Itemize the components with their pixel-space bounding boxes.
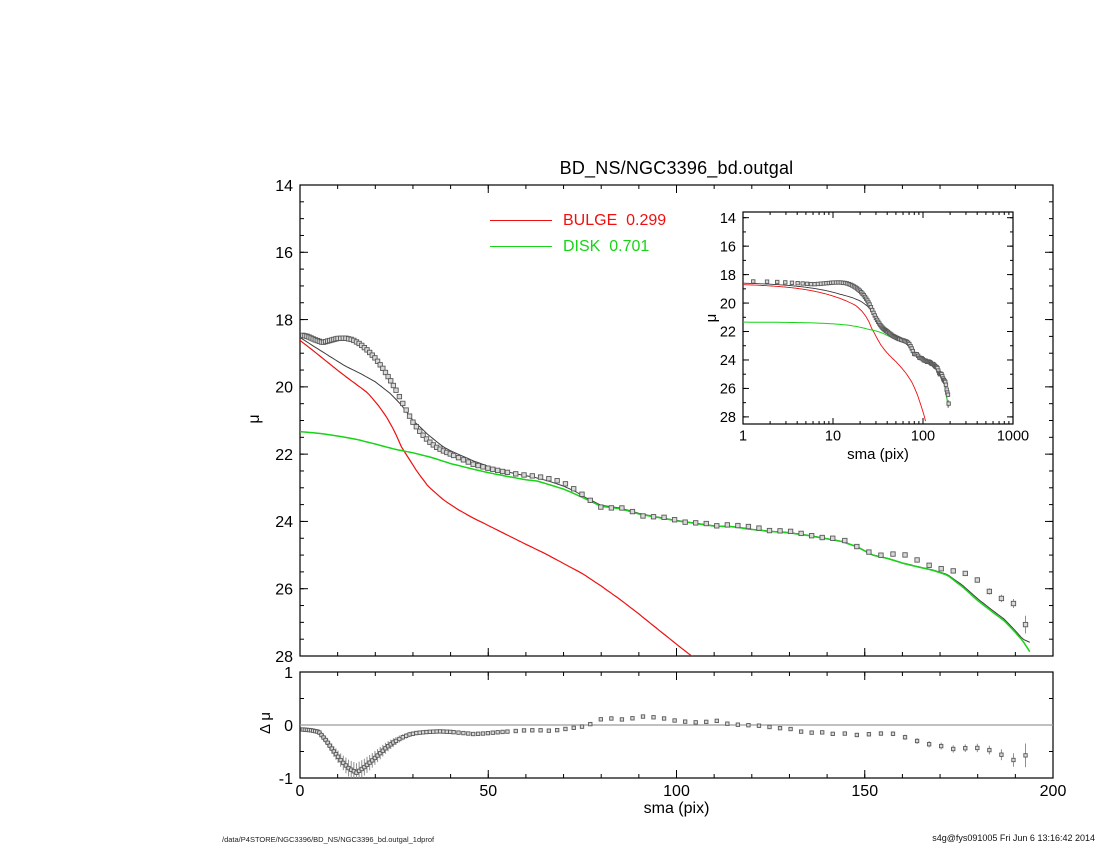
main-series xyxy=(300,332,1031,656)
svg-text:1: 1 xyxy=(284,665,293,682)
svg-text:24: 24 xyxy=(720,353,736,369)
svg-text:18: 18 xyxy=(720,268,736,284)
svg-text:20: 20 xyxy=(720,296,736,312)
svg-text:100: 100 xyxy=(663,783,690,800)
svg-text:10: 10 xyxy=(825,429,841,445)
inset-x-axis-title: sma (pix) xyxy=(847,446,909,463)
main-y-axis-title: μ xyxy=(246,414,263,424)
svg-text:1: 1 xyxy=(739,429,747,445)
svg-text:0: 0 xyxy=(284,718,293,735)
svg-text:1000: 1000 xyxy=(997,429,1029,445)
svg-text:16: 16 xyxy=(275,245,293,262)
svg-text:26: 26 xyxy=(275,581,293,598)
svg-text:22: 22 xyxy=(720,325,736,341)
svg-text:200: 200 xyxy=(1040,783,1067,800)
svg-text:14: 14 xyxy=(275,178,293,195)
svg-text:26: 26 xyxy=(720,382,736,398)
svg-text:20: 20 xyxy=(275,380,293,397)
page-title: BD_NS/NGC3396_bd.outgal xyxy=(559,158,794,178)
svg-text:24: 24 xyxy=(275,514,293,531)
footer-user-timestamp: s4g@fys091005 Fri Jun 6 13:16:42 2014 xyxy=(932,833,1095,843)
svg-text:16: 16 xyxy=(720,239,736,255)
svg-text:28: 28 xyxy=(275,649,293,666)
main-axes: 14 16 18 20 22 24 26 28 xyxy=(275,178,1054,666)
svg-text:22: 22 xyxy=(275,447,293,464)
footer-file-path: /data/P4STORE/NGC3396/BD_NS/NGC3396_bd.o… xyxy=(222,835,435,844)
svg-text:50: 50 xyxy=(479,783,497,800)
inset-y-axis-title: μ xyxy=(702,313,720,323)
legend-entry-disk: DISK 0.701 xyxy=(563,238,650,255)
inset-series xyxy=(743,279,951,422)
legend-entry-bulge: BULGE 0.299 xyxy=(563,212,667,229)
legend-bulge-line xyxy=(490,220,552,221)
residual-x-axis-title: sma (pix) xyxy=(643,800,710,817)
svg-text:0: 0 xyxy=(296,783,305,800)
svg-text:-1: -1 xyxy=(279,771,293,788)
inset-axes: 1 10 100 1000 14 16 18 20 22 24 26 28 xyxy=(720,211,1029,445)
svg-text:14: 14 xyxy=(720,211,736,227)
svg-text:28: 28 xyxy=(720,410,736,426)
residual-series xyxy=(300,714,1053,778)
svg-text:150: 150 xyxy=(851,783,878,800)
svg-text:100: 100 xyxy=(911,429,935,445)
svg-text:18: 18 xyxy=(275,312,293,329)
legend-disk-line xyxy=(490,246,552,247)
residual-y-axis-title: Δ μ xyxy=(256,712,274,735)
